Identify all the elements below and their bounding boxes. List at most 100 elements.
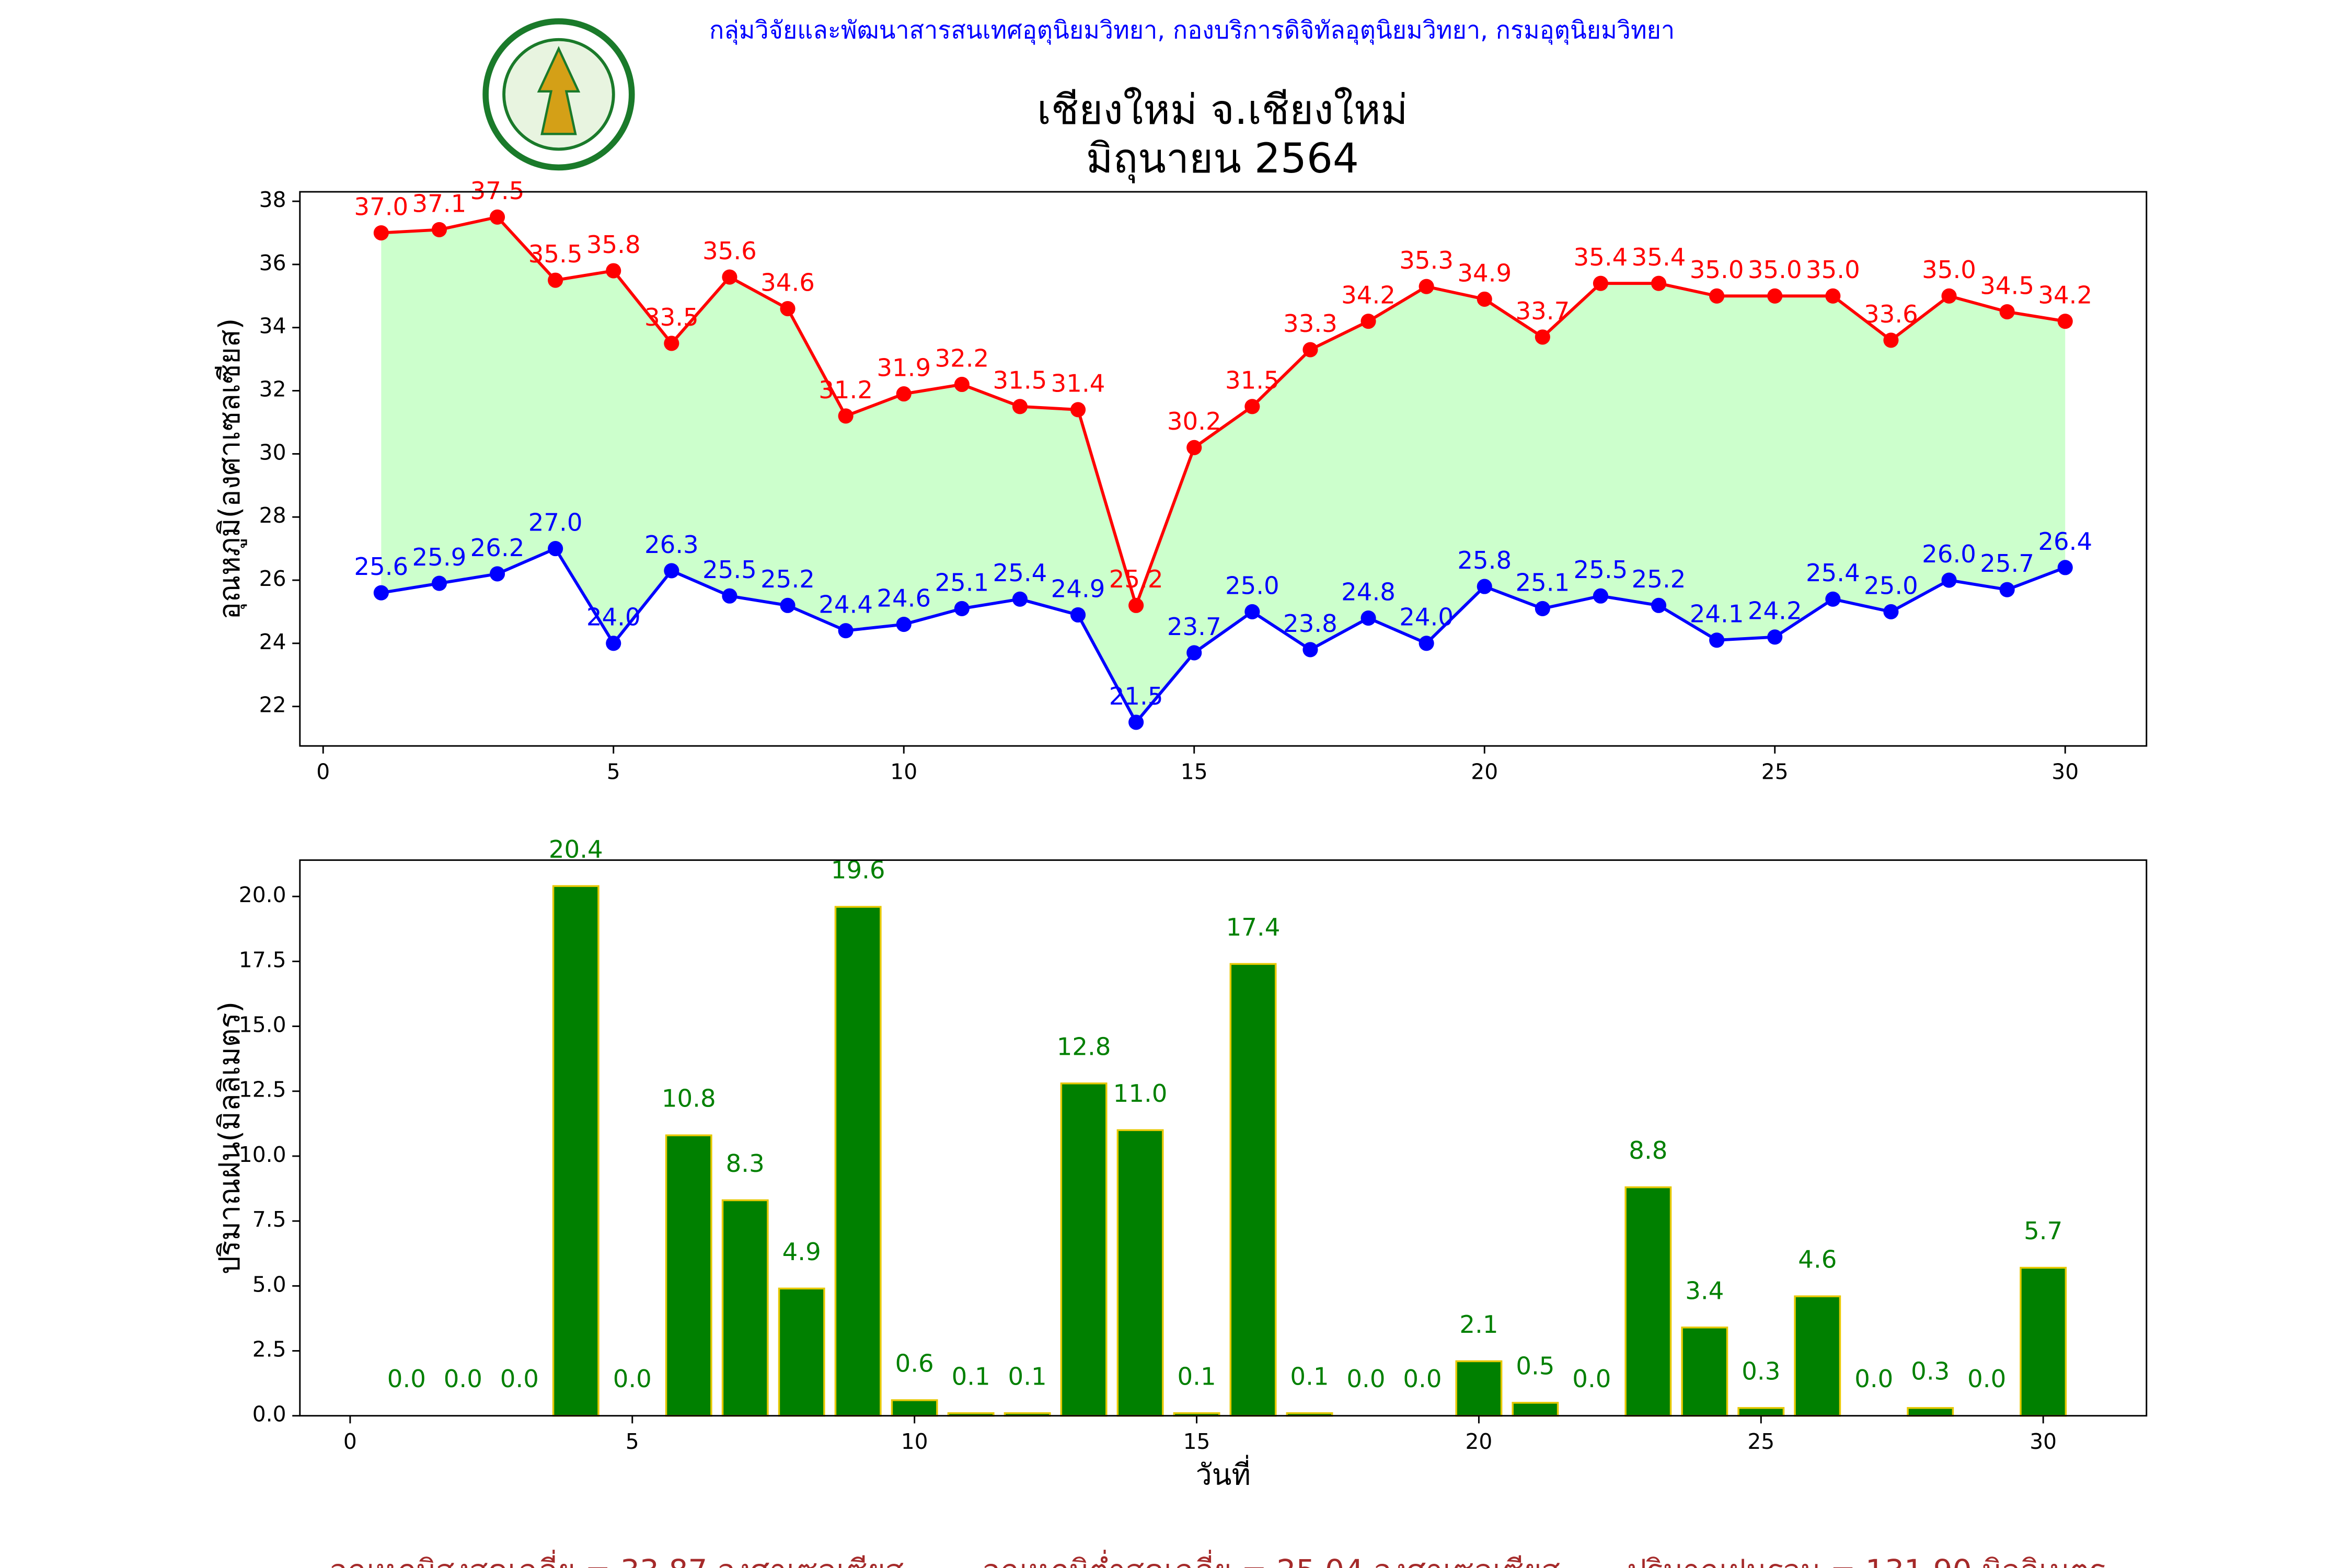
y-tick-label: 0.0 [252, 1402, 286, 1427]
data-label: 0.0 [1967, 1365, 2006, 1393]
data-label: 25.7 [1980, 549, 2034, 578]
data-label: 31.4 [1051, 370, 1105, 398]
data-label: 31.2 [818, 376, 873, 404]
point [1651, 275, 1667, 291]
bar [1907, 1407, 1954, 1417]
y-tick-label: 5.0 [252, 1272, 286, 1297]
data-label: 0.0 [444, 1365, 482, 1393]
y-tick-label: 15.0 [239, 1012, 286, 1037]
point [1709, 632, 1725, 648]
data-label: 37.0 [354, 192, 408, 221]
point [1767, 288, 1783, 304]
line [381, 546, 2066, 725]
bar [665, 1134, 712, 1417]
data-label: 2.1 [1459, 1310, 1498, 1339]
data-label: 33.7 [1515, 297, 1570, 325]
bar [1455, 1360, 1503, 1417]
x-tick-label: 5 [607, 759, 620, 785]
point [606, 263, 621, 279]
bar [891, 1399, 938, 1417]
data-label: 21.5 [1109, 682, 1163, 710]
data-label: 27.0 [528, 509, 583, 537]
chart-subtitle: มิถุนายน 2564 [1086, 134, 1359, 183]
chart-title: เชียงใหม่ จ.เชียงใหม่ [1037, 86, 1408, 134]
data-label: 5.7 [2024, 1217, 2062, 1245]
data-label: 0.0 [1346, 1365, 1385, 1393]
y-tick-label: 22 [259, 693, 286, 718]
bar [834, 906, 882, 1417]
bar [1229, 963, 1277, 1417]
point [780, 301, 795, 317]
bar [1737, 1407, 1785, 1417]
point [1999, 582, 2015, 597]
x-tick-label: 20 [1471, 759, 1498, 785]
point [548, 272, 563, 288]
x-tick-label: 25 [1761, 759, 1789, 785]
data-label: 0.5 [1516, 1352, 1554, 1380]
data-label: 34.2 [2038, 281, 2092, 309]
data-label: 0.0 [1854, 1365, 1893, 1393]
data-label: 25.1 [935, 568, 989, 596]
point [1767, 629, 1783, 645]
data-label: 24.9 [1051, 574, 1105, 603]
data-label: 0.0 [500, 1365, 539, 1393]
data-label: 24.0 [1399, 603, 1454, 631]
point [1883, 332, 1899, 348]
data-label: 33.5 [644, 303, 699, 331]
data-label: 0.0 [1403, 1365, 1442, 1393]
y-tick-label: 20.0 [239, 882, 286, 907]
point [1419, 279, 1434, 294]
y-tick-label: 2.5 [252, 1337, 286, 1362]
point [664, 563, 679, 579]
footer-stat: อุณหภูมิสูงสุดเฉลี่ย = 33.87 องศาเซลเซีย… [329, 1550, 904, 1568]
point [1244, 604, 1260, 620]
data-label: 26.2 [470, 534, 525, 562]
data-label: 25.2 [1109, 565, 1163, 593]
point [896, 617, 912, 632]
bar [1624, 1186, 1672, 1417]
data-label: 11.0 [1113, 1079, 1168, 1108]
data-label: 23.8 [1283, 609, 1338, 638]
point [1941, 572, 1957, 588]
data-label: 31.9 [877, 354, 931, 382]
data-label: 0.6 [895, 1349, 934, 1377]
point [1128, 714, 1144, 730]
plot-area [299, 191, 2148, 747]
data-label: 25.6 [354, 552, 408, 581]
data-label: 23.7 [1167, 613, 1221, 641]
data-label: 25.2 [760, 565, 815, 593]
data-label: 32.2 [935, 344, 989, 372]
point [431, 222, 447, 238]
y-tick-label: 30 [259, 440, 286, 465]
bar [1512, 1402, 1559, 1417]
point [838, 623, 854, 639]
data-label: 35.4 [1632, 243, 1686, 271]
point [1477, 579, 1492, 594]
data-label: 24.1 [1690, 600, 1744, 628]
point [373, 585, 389, 601]
data-label: 3.4 [1685, 1276, 1724, 1305]
point [1070, 402, 1086, 418]
x-tick-label: 0 [343, 1429, 357, 1454]
data-label: 37.5 [470, 177, 525, 205]
point [722, 269, 737, 285]
data-label: 25.1 [1515, 568, 1570, 596]
y-axis-title: ปริมาณฝน(มิลลิเมตร) [213, 1001, 247, 1274]
data-label: 25.8 [1457, 546, 1512, 574]
data-label: 0.1 [952, 1362, 990, 1390]
x-tick-label: 5 [626, 1429, 639, 1454]
y-tick-label: 32 [259, 377, 286, 402]
point [1941, 288, 1957, 304]
data-label: 31.5 [993, 366, 1047, 395]
data-label: 25.4 [1806, 559, 1860, 587]
point [838, 408, 854, 424]
data-label: 35.4 [1574, 243, 1628, 271]
data-label: 0.1 [1177, 1362, 1216, 1390]
data-label: 34.6 [760, 268, 815, 296]
point [1825, 591, 1841, 607]
data-label: 35.3 [1399, 246, 1454, 274]
y-axis-title: อุณหภูมิ(องศาเซลเซียส) [213, 318, 247, 620]
data-label: 0.1 [1008, 1362, 1047, 1390]
point [431, 575, 447, 591]
